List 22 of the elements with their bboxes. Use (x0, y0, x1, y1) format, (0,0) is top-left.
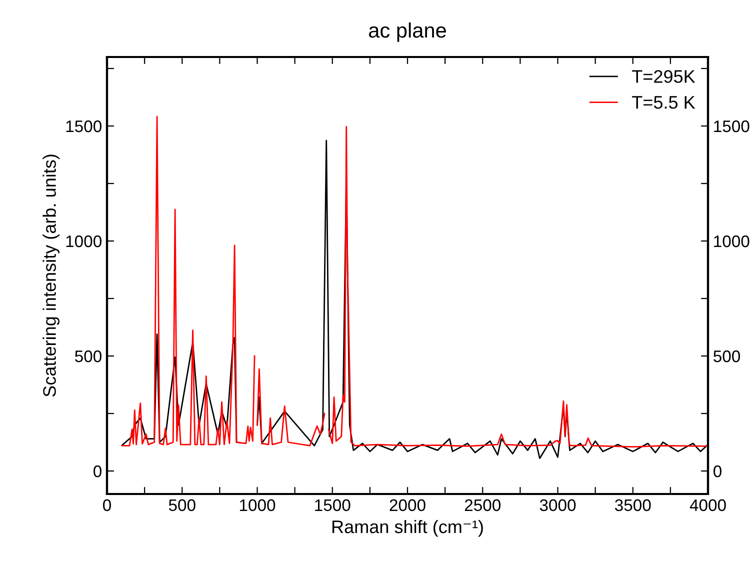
y-axis-title: Scattering intensity (arb. units) (42, 154, 60, 397)
y2-tick-label: 500 (714, 350, 740, 362)
x-tick-label: 3500 (614, 499, 651, 512)
x-axis-title: Raman shift (cm⁻¹) (332, 520, 483, 537)
legend-label: T=295K (632, 70, 696, 83)
chart-title: ac plane (369, 22, 446, 42)
x-tick-label: 3000 (540, 499, 576, 512)
x-tick-label: 500 (168, 499, 196, 512)
y-tick-label: 0 (94, 465, 102, 478)
y2-tick-label: 1500 (714, 120, 750, 132)
legend-label: T=5.5 K (632, 96, 696, 109)
y-tick-label: 1000 (66, 235, 102, 248)
x-tick-label: 1500 (315, 499, 350, 512)
x-tick-label: 4000 (690, 499, 726, 512)
x-tick-label: 2500 (464, 499, 501, 512)
x-tick-label: 2000 (390, 499, 426, 512)
y-tick-label: 500 (75, 350, 102, 362)
x-tick-label: 0 (103, 499, 111, 512)
x-tick-label: 1000 (240, 499, 276, 512)
y2-tick-label: 1000 (714, 235, 750, 248)
y2-tick-label: 0 (714, 465, 722, 478)
y-tick-label: 1500 (66, 120, 102, 132)
